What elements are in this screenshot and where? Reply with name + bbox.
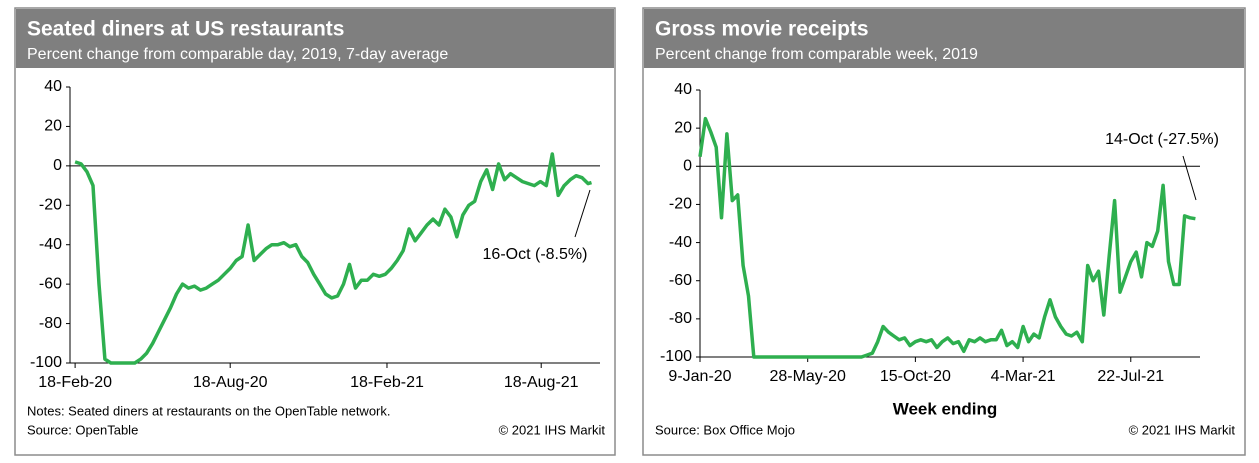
x-tick-label: 18-Aug-21 <box>504 374 579 391</box>
x-tick-label: 28-May-20 <box>769 368 846 385</box>
y-tick-label: 40 <box>674 81 692 98</box>
source: Source: Box Office Mojo <box>655 422 795 437</box>
notes: Notes: Seated diners at restaurants on t… <box>27 403 391 418</box>
x-tick-label: 4-Mar-21 <box>991 368 1056 385</box>
x-tick-label: 18-Feb-21 <box>350 374 424 391</box>
panel-header <box>644 9 1244 68</box>
y-tick-label: -40 <box>669 234 692 251</box>
annotation-arrow <box>1182 155 1197 201</box>
chart-panel: Gross movie receipts Percent change from … <box>642 7 1246 456</box>
x-tick-label: 18-Feb-20 <box>38 374 112 391</box>
chart-subtitle: Percent change from comparable day, 2019… <box>27 46 448 63</box>
annotation: 16-Oct (-8.5%) <box>483 246 588 263</box>
y-tick-label: -80 <box>669 310 692 327</box>
y-tick-label: -100 <box>660 348 692 365</box>
y-tick-label: 20 <box>674 119 692 136</box>
chart-title: Seated diners at US restaurants <box>27 18 344 41</box>
source: Source: OpenTable <box>27 422 138 437</box>
y-tick-label: 40 <box>44 78 62 95</box>
y-tick-label: -100 <box>30 354 62 371</box>
y-tick-label: -20 <box>669 196 692 213</box>
y-tick-label: -60 <box>39 275 62 292</box>
chart-panel: Seated diners at US restaurants Percent c… <box>14 7 616 456</box>
annotation-arrow <box>574 189 591 238</box>
data-line <box>74 152 592 365</box>
y-tick-label: -80 <box>39 315 62 332</box>
y-tick-label: -40 <box>39 236 62 253</box>
x-tick-label: 18-Aug-20 <box>193 374 268 391</box>
x-tick-label: 15-Oct-20 <box>880 368 951 385</box>
y-tick-label: -60 <box>669 272 692 289</box>
chart-title: Gross movie receipts <box>655 18 869 41</box>
copyright: © 2021 IHS Markit <box>499 422 606 437</box>
y-tick-label: -20 <box>39 197 62 214</box>
annotation: 14-Oct (-27.5%) <box>1105 131 1219 148</box>
x-axis-label: Week ending <box>893 399 998 418</box>
x-tick-label: 9-Jan-20 <box>668 368 731 385</box>
data-line <box>698 116 1196 359</box>
panel-header <box>16 9 614 68</box>
y-tick-label: 0 <box>53 157 62 174</box>
x-tick-label: 22-Jul-21 <box>1097 368 1164 385</box>
y-tick-label: 20 <box>44 118 62 135</box>
copyright: © 2021 IHS Markit <box>1129 422 1236 437</box>
panel-border <box>642 7 1246 456</box>
panel-border <box>14 7 616 456</box>
chart-subtitle: Percent change from comparable week, 201… <box>655 46 978 63</box>
y-tick-label: 0 <box>683 158 692 175</box>
